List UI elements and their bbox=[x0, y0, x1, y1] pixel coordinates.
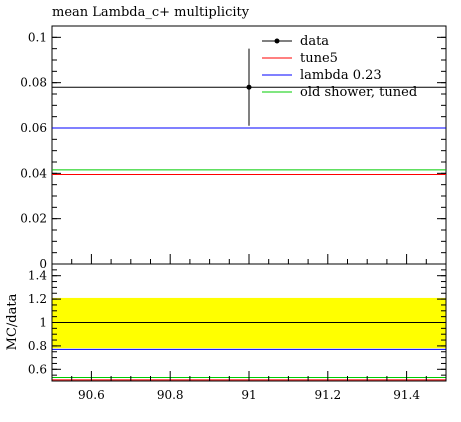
main-y-tick-label: 0.04 bbox=[20, 166, 47, 180]
x-tick-label: 91.4 bbox=[393, 388, 420, 402]
legend-label: lambda 0.23 bbox=[300, 68, 382, 83]
ratio-y-tick-label: 1.4 bbox=[28, 269, 47, 283]
ratio-y-tick-label: 0.6 bbox=[28, 362, 47, 376]
main-y-tick-label: 0 bbox=[39, 257, 47, 271]
x-tick-label: 91.2 bbox=[314, 388, 341, 402]
data-point bbox=[246, 84, 252, 90]
ratio-y-tick-label: 1.2 bbox=[28, 292, 47, 306]
ratio-y-axis: 0.6 0.8 1 1.2 1.4 bbox=[28, 269, 446, 376]
ratio-uncertainty-band bbox=[52, 297, 446, 349]
ratio-band-group bbox=[52, 297, 446, 349]
legend-label: tune5 bbox=[300, 51, 338, 66]
legend-label: old shower, tuned bbox=[300, 85, 417, 100]
main-y-axis: 0 0.02 0.04 0.06 0.08 0.1 bbox=[20, 30, 446, 271]
ratio-y-tick-label: 1 bbox=[39, 316, 47, 330]
main-y-tick-label: 0.1 bbox=[28, 30, 47, 44]
main-series-lines bbox=[52, 86, 446, 175]
main-y-tick-label: 0.02 bbox=[20, 212, 47, 226]
ratio-y-label: MC/data bbox=[5, 293, 20, 350]
legend-label: data bbox=[300, 34, 329, 49]
main-x-ticks bbox=[71, 254, 447, 264]
ratio-y-tick-label: 0.8 bbox=[28, 339, 47, 353]
data-points bbox=[246, 48, 252, 126]
legend: data tune5 lambda 0.23 old shower, tuned bbox=[262, 34, 417, 100]
x-tick-label: 90.8 bbox=[157, 388, 184, 402]
ratio-plot-panel: 0.6 0.8 1 1.2 1.4 90.6 90.8 91 91.2 91.4 MC/data bbox=[5, 263, 447, 402]
main-plot-panel: 0 0.02 0.04 0.06 0.08 0.1 bbox=[20, 25, 447, 271]
x-tick-label: 90.6 bbox=[78, 388, 105, 402]
ratio-x-axis: 90.6 90.8 91 91.2 91.4 bbox=[71, 371, 447, 402]
legend-data-marker bbox=[274, 38, 280, 44]
main-y-tick-label: 0.06 bbox=[20, 121, 47, 135]
chart-title: mean Lambda_c+ multiplicity bbox=[52, 5, 250, 20]
x-tick-label: 91 bbox=[241, 388, 256, 402]
main-y-tick-label: 0.08 bbox=[20, 76, 47, 90]
